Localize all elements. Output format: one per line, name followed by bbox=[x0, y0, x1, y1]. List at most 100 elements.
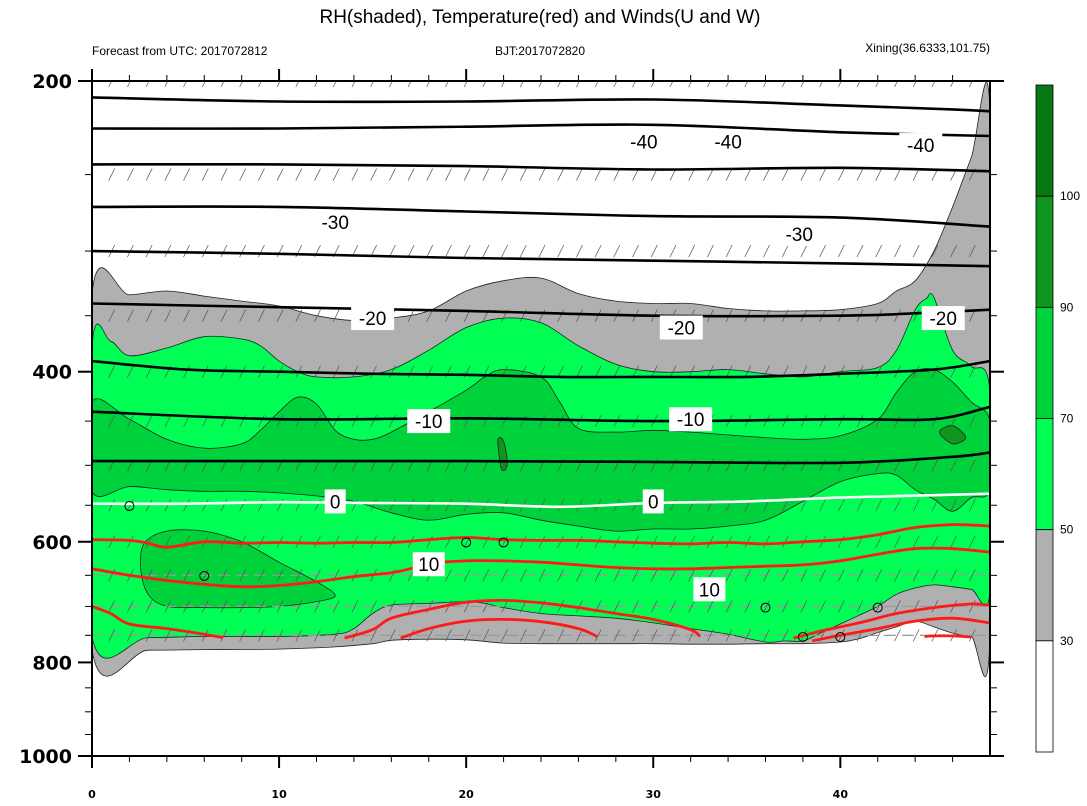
isotherm-label-text: -10 bbox=[677, 410, 704, 431]
wind-barb bbox=[276, 81, 281, 88]
wind-barb bbox=[314, 168, 321, 181]
wind-barb bbox=[613, 81, 618, 88]
wind-barb bbox=[127, 81, 131, 88]
wind-barb bbox=[239, 569, 246, 582]
wind-barb bbox=[482, 244, 490, 258]
wind-barb bbox=[164, 168, 172, 181]
wind-barb bbox=[707, 600, 714, 613]
wind-barb bbox=[669, 569, 677, 582]
temperature-line bbox=[400, 617, 598, 640]
wind-barb bbox=[183, 600, 190, 613]
wind-barb bbox=[445, 499, 452, 512]
wind-barb bbox=[763, 629, 770, 642]
wind-barb bbox=[145, 535, 153, 548]
wind-barb bbox=[594, 81, 599, 88]
wind-barb bbox=[145, 81, 150, 88]
wind-barb bbox=[856, 569, 864, 582]
wind-barb bbox=[108, 535, 116, 548]
wind-barb bbox=[127, 629, 134, 642]
wind-barb bbox=[875, 168, 883, 181]
wind-barb bbox=[127, 168, 134, 181]
wind-barb bbox=[351, 600, 359, 613]
wind-barb bbox=[108, 600, 116, 613]
wind-barb bbox=[968, 629, 976, 642]
wind-barb bbox=[445, 569, 452, 582]
isotherm-label-text: -40 bbox=[630, 132, 657, 153]
wind-barb bbox=[650, 629, 658, 642]
wind-barb bbox=[725, 81, 730, 88]
wind-barb bbox=[650, 81, 655, 88]
isotherm-label-bg bbox=[777, 221, 821, 246]
wind-barb bbox=[632, 629, 639, 642]
wind-barb bbox=[538, 168, 546, 181]
wind-barb bbox=[463, 168, 471, 181]
rh-region-70 bbox=[92, 368, 990, 532]
wind-barb bbox=[838, 168, 845, 181]
wind-barb bbox=[912, 81, 917, 88]
isotherm-label-bg bbox=[642, 489, 664, 514]
isotherm-label: 0 bbox=[324, 489, 346, 514]
wind-barb bbox=[295, 309, 303, 322]
wind-barb bbox=[669, 535, 677, 548]
wind-barb bbox=[295, 600, 303, 613]
wind-barb bbox=[389, 414, 396, 428]
wind-barb bbox=[183, 365, 190, 378]
wind-barb bbox=[239, 600, 246, 613]
wind-barb bbox=[295, 414, 303, 428]
wind-barb bbox=[426, 535, 434, 548]
wind-barb bbox=[108, 365, 116, 378]
wind-barb bbox=[183, 569, 190, 582]
wind-barb bbox=[519, 244, 527, 258]
wind-barb bbox=[426, 365, 434, 378]
wind-barb bbox=[183, 81, 187, 88]
isotherm-label-bg bbox=[622, 129, 666, 154]
wind-barb bbox=[463, 569, 471, 582]
location-label: Xining(36.6333,101.75) bbox=[865, 41, 990, 55]
wind-barb bbox=[875, 569, 883, 582]
wind-barb bbox=[220, 309, 228, 322]
wind-barb bbox=[370, 600, 377, 613]
wind-barb bbox=[594, 365, 602, 378]
wind-barb bbox=[838, 499, 845, 512]
wind-barb bbox=[407, 499, 415, 512]
wind-barb bbox=[838, 414, 845, 428]
wind-barb bbox=[407, 81, 412, 88]
wind-barb bbox=[669, 600, 677, 613]
wind-barb bbox=[463, 629, 471, 642]
wind-barb bbox=[912, 629, 920, 642]
isotherm-label-text: -30 bbox=[321, 213, 348, 234]
colorbar-box bbox=[1035, 418, 1054, 531]
isotherm-label-text: 0 bbox=[330, 492, 341, 513]
wind-barb bbox=[968, 244, 976, 258]
wind-barb bbox=[145, 629, 153, 642]
wind-barb bbox=[482, 81, 487, 88]
wind-barb bbox=[912, 535, 920, 548]
wind-barb bbox=[781, 499, 789, 512]
wind-barb bbox=[613, 244, 621, 258]
wind-barb bbox=[127, 414, 134, 428]
wind-barb bbox=[763, 569, 770, 582]
wind-barb bbox=[314, 414, 321, 428]
wind-barb bbox=[108, 414, 116, 428]
wind-barb bbox=[220, 629, 228, 642]
wind-barb bbox=[519, 168, 527, 181]
wind-barb bbox=[389, 629, 396, 642]
bjt-label: BJT:2017072820 bbox=[495, 44, 585, 58]
wind-barb bbox=[201, 244, 209, 258]
wind-barb bbox=[407, 309, 415, 322]
wind-barb bbox=[108, 81, 113, 88]
wind-barb bbox=[445, 81, 449, 88]
temperature-line bbox=[92, 523, 990, 549]
wind-barb bbox=[501, 414, 508, 428]
wind-barb bbox=[519, 81, 524, 88]
x-tick-label: 0 bbox=[88, 788, 96, 801]
wind-barb bbox=[576, 81, 580, 88]
wind-barb bbox=[744, 600, 752, 613]
isotherm-label-bg bbox=[351, 306, 395, 331]
y-tick-label: 600 bbox=[32, 532, 72, 554]
colorbar-label: 100 bbox=[1060, 189, 1080, 203]
isotherm-label-text: -20 bbox=[929, 309, 956, 330]
wind-barb bbox=[220, 168, 228, 181]
isotherm-label-bg bbox=[412, 552, 445, 577]
wind-barb bbox=[127, 309, 134, 322]
